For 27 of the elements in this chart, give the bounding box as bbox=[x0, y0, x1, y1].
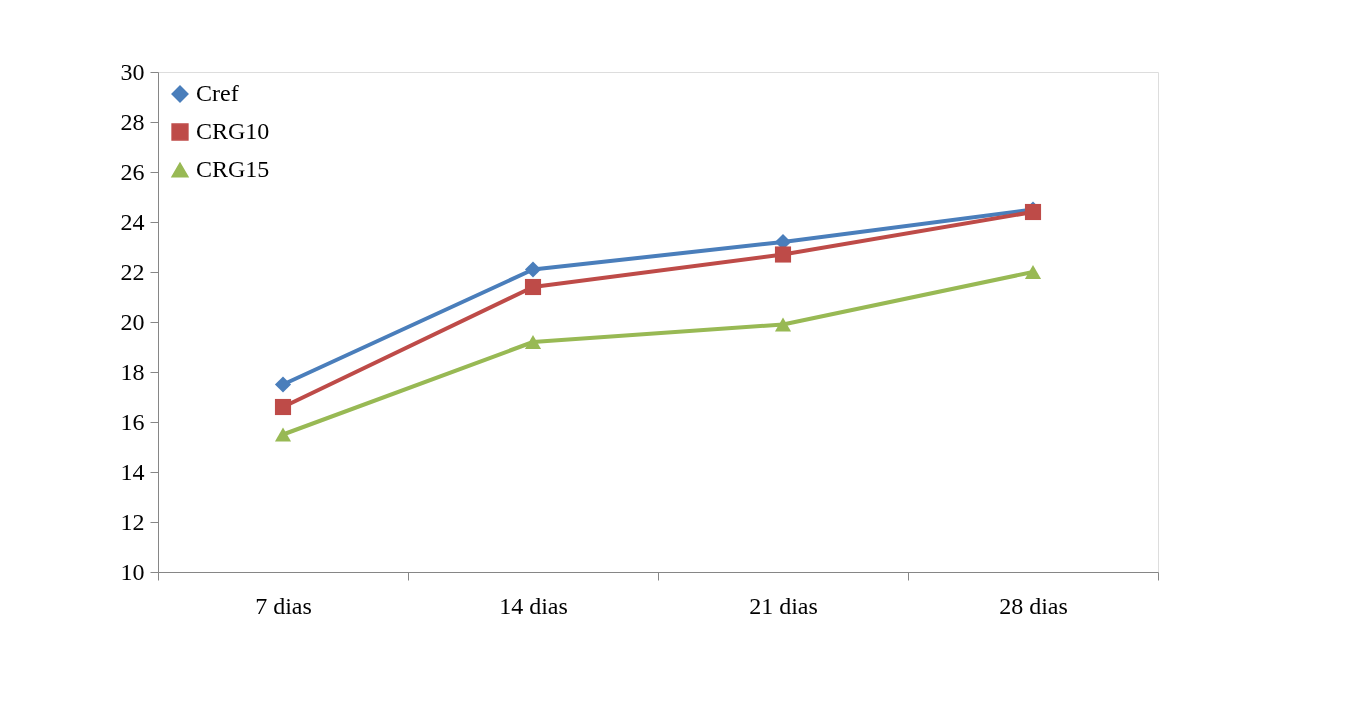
y-tick-label: 20 bbox=[120, 308, 145, 335]
point bbox=[524, 278, 542, 296]
point bbox=[274, 427, 292, 442]
point bbox=[524, 261, 542, 278]
legend-label: CRG15 bbox=[196, 156, 270, 182]
y-tick-label: 16 bbox=[120, 408, 145, 435]
point bbox=[774, 317, 792, 332]
legend-label: Cref bbox=[196, 80, 239, 106]
y-tick-label: 14 bbox=[120, 458, 145, 485]
y-tick-label: 26 bbox=[120, 158, 145, 185]
y-tick-label: 30 bbox=[120, 58, 145, 85]
x-tick-label: 28 dias bbox=[999, 592, 1068, 619]
x-tick-label: 21 dias bbox=[749, 592, 818, 619]
point bbox=[274, 398, 292, 416]
y-tick-label: 18 bbox=[120, 358, 145, 385]
y-tick-label: 28 bbox=[120, 108, 145, 135]
legend-label: CRG10 bbox=[196, 118, 270, 144]
x-tick-label: 14 dias bbox=[499, 592, 568, 619]
point bbox=[774, 246, 792, 263]
point bbox=[524, 335, 542, 349]
point bbox=[274, 376, 292, 393]
y-tick-label: 24 bbox=[120, 208, 145, 235]
y-tick-label: 12 bbox=[120, 508, 145, 535]
y-tick-label: 10 bbox=[120, 558, 145, 585]
y-tick-label: 22 bbox=[120, 258, 145, 285]
point bbox=[1024, 265, 1042, 279]
x-tick-label: 7 dias bbox=[255, 592, 312, 619]
